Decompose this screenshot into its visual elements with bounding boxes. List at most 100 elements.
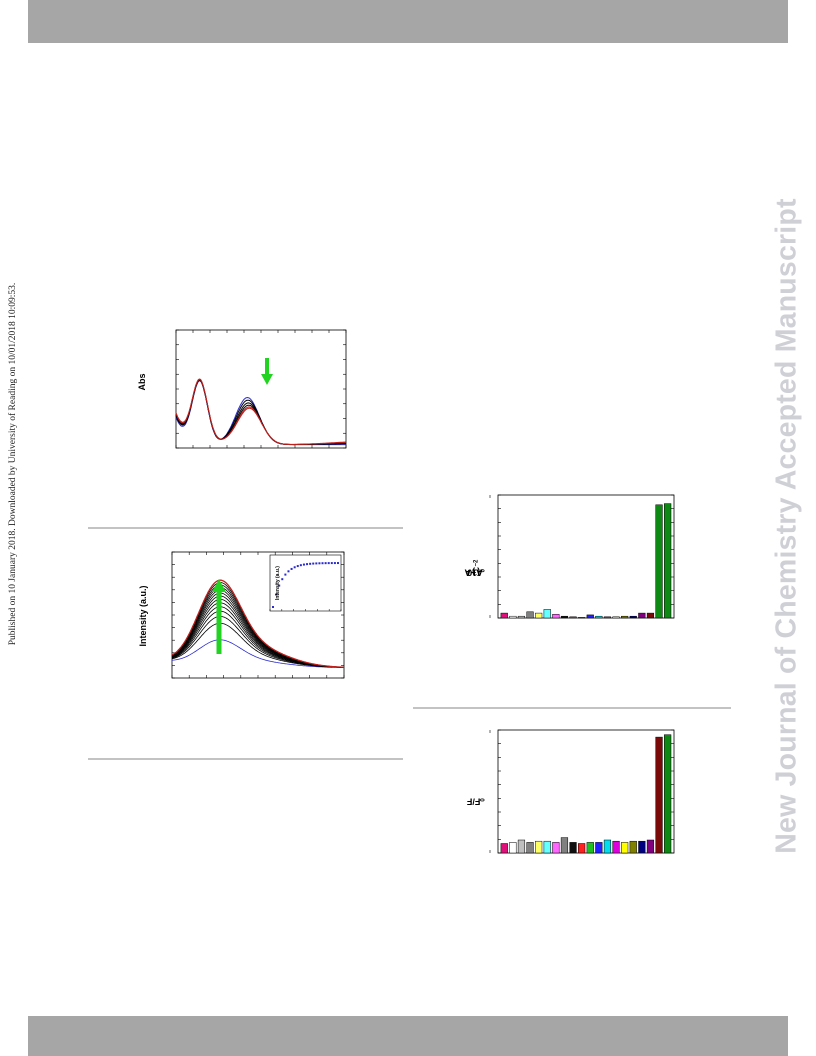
fluor-spectra-plot: Intensity (a.u.) (171, 551, 345, 679)
fluor-inset-point (306, 563, 309, 566)
abs-bar-bar (500, 612, 508, 619)
abs-bar-bar (655, 504, 663, 619)
abs-series-line (175, 379, 346, 445)
divider-right-1 (413, 707, 731, 709)
fluor-bar-bar (509, 842, 517, 854)
fluor-bar-figure (489, 725, 680, 860)
fluor-inset-point (302, 563, 305, 566)
fluor-bar-bar (638, 840, 646, 854)
divider-left-1 (88, 527, 403, 529)
fluor-bar-bar (646, 839, 655, 854)
fluor-bar-ylabel-main: F/F (466, 796, 481, 807)
fluor-bar-bar (560, 837, 569, 854)
abs-bar-bar (569, 616, 577, 619)
divider-left-2 (88, 758, 403, 760)
abs-bar-figure (489, 490, 680, 625)
fluor-inset-point (321, 562, 324, 565)
fluor-inset-point (278, 584, 281, 587)
footer-bar (28, 1016, 788, 1056)
abs-frame (175, 329, 347, 449)
fluor-inset-point (275, 593, 278, 596)
fluor-inset-point (272, 606, 274, 608)
fluor-inset-point (330, 562, 333, 565)
abs-bar-bar (612, 616, 620, 619)
abs-ylabel-text: Abs (137, 373, 147, 391)
fluor-inset-point (299, 564, 302, 567)
fluor-bar-bar (603, 839, 612, 854)
abs-bar-bar (638, 612, 646, 619)
abs-bar-bar (535, 612, 543, 619)
abs-bar-bar (526, 611, 534, 619)
fluor-bar-bar (612, 840, 620, 854)
fluor-inset-point (327, 562, 330, 565)
fluor-bar-bar (517, 839, 526, 854)
fluor-bar-ylabel-sub: 0 (480, 798, 487, 802)
abs-bar-bar (646, 612, 655, 619)
fluor-series-line (171, 639, 344, 668)
fluor-bar-ylabel-text: F/F 0 (467, 797, 487, 807)
fluor-inset-point (284, 573, 287, 576)
fluor-bar-bar (543, 840, 551, 854)
abs-bar-frame (497, 494, 675, 619)
fluor-inset-point (290, 567, 293, 570)
fluor-bar-bar (586, 842, 594, 854)
abs-bar-bar (603, 616, 612, 619)
fluor-bar-bar (535, 840, 543, 854)
fluor-inset-frame (269, 554, 342, 612)
down-arrow-icon-head (261, 374, 273, 385)
fluor-bar-bar (655, 736, 663, 854)
fluor-bar-bar (629, 840, 637, 854)
abs-bar-bar (543, 609, 551, 619)
fluor-bar-bar (578, 843, 586, 854)
fluor-inset-point (333, 562, 336, 565)
download-stamp-text: Published on 10 January 2018. Downloaded… (8, 282, 18, 646)
fluor-ylabel-text: Intensity (a.u.) (138, 585, 148, 647)
abs-bar-ylabel-text: A−A 0 (10 −2) (464, 559, 486, 578)
fluor-inset-point (312, 562, 315, 565)
abs-series-line (175, 379, 346, 446)
journal-watermark-text: New Journal of Chemistry Accepted Manusc… (770, 198, 803, 854)
abs-series-line (175, 378, 346, 445)
fluor-inset-point (296, 565, 299, 568)
abs-bar-bar (664, 503, 672, 619)
abs-bar-bar (517, 615, 526, 619)
abs-bar-bar (621, 615, 629, 619)
fluor-bar-bar (552, 842, 560, 854)
abs-bar-bar (560, 615, 569, 619)
abs-bar-ylabel-sup: −2 (473, 559, 480, 567)
fluor-inset-point (324, 562, 327, 565)
abs-series-line (175, 380, 346, 446)
fluor-inset-point (309, 562, 312, 565)
abs-bar-bar (552, 614, 560, 619)
up-arrow-icon-head (212, 579, 226, 592)
abs-bar-bar (586, 614, 594, 619)
fluor-inset-point (337, 562, 339, 565)
fluor-inset-ylabel: Intensity (a.u.) (275, 566, 281, 600)
abs-series-line (175, 378, 347, 445)
fluor-spectra-figure: Intensity (a.u.) (130, 548, 360, 688)
abs-spectra-figure (130, 318, 360, 458)
fluor-bar-bar (500, 843, 508, 854)
abs-bar-ylabel-end: ) (472, 567, 476, 578)
abs-bar-bar (578, 617, 586, 619)
abs-spectra-plot (175, 329, 347, 449)
fluor-inset-point (293, 566, 296, 569)
header-bar (28, 0, 788, 43)
fluor-inset-point (315, 562, 318, 565)
abs-bar-bar (509, 615, 517, 619)
fluor-bar-plot (489, 729, 675, 854)
fluor-inset-point (281, 578, 284, 581)
fluor-bar-bar (664, 734, 672, 854)
abs-bar-bar (629, 615, 637, 619)
fluor-bar-bar (569, 842, 577, 854)
fluor-bar-bar (595, 842, 603, 854)
fluor-series-line (171, 579, 344, 668)
fluor-bar-bar (621, 842, 629, 854)
abs-bar-bar (595, 615, 603, 619)
fluor-inset-point (318, 562, 321, 565)
fluor-inset-point (287, 570, 290, 573)
abs-bar-plot (489, 494, 675, 619)
fluor-bar-frame (497, 729, 675, 854)
fluor-bar-bar (526, 842, 534, 854)
abs-series-line (175, 379, 346, 445)
